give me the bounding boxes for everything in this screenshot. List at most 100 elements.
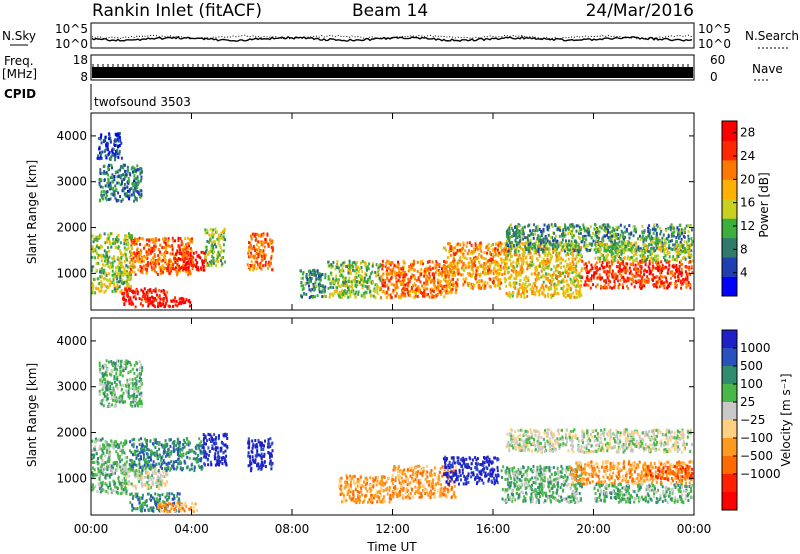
scatter-cell [137, 192, 140, 196]
scatter-cell [394, 294, 397, 298]
scatter-cell [534, 232, 536, 236]
scatter-cell [648, 243, 651, 246]
scatter-cell [541, 242, 544, 246]
scatter-cell [596, 236, 599, 239]
scatter-cell [672, 243, 675, 247]
scatter-cell [558, 251, 561, 255]
scatter-cell [605, 227, 608, 231]
scatter-cell [488, 252, 491, 256]
scatter-cell [258, 253, 261, 257]
scatter-cell [102, 171, 105, 175]
scatter-cell [590, 263, 593, 267]
scatter-cell [619, 256, 622, 260]
scatter-cell [529, 256, 532, 260]
scatter-cell [628, 244, 631, 248]
scatter-cell [450, 288, 453, 292]
scatter-cell [215, 230, 218, 234]
scatter-cell [352, 289, 355, 293]
scatter-cell [680, 259, 683, 263]
scatter-cell [412, 284, 415, 288]
scatter-cell [588, 242, 591, 246]
scatter-cell [354, 284, 357, 288]
scatter-cell [128, 189, 131, 193]
scatter-cell [343, 294, 346, 297]
scatter-cell [467, 265, 470, 269]
scatter-cell [516, 292, 519, 296]
scatter-cell [410, 287, 413, 291]
scatter-cell [213, 243, 216, 246]
scatter-cell [541, 275, 544, 279]
scatter-cell [165, 262, 168, 266]
scatter-cell [250, 247, 253, 251]
scatter-cell [488, 265, 491, 269]
scatter-cell [118, 261, 121, 265]
scatter-cell [605, 272, 608, 276]
scatter-cell [340, 283, 343, 287]
freq-tick-bottom: 8 [80, 70, 88, 84]
scatter-cell [100, 141, 103, 145]
scatter-cell [517, 257, 520, 261]
scatter-cell [182, 297, 185, 301]
scatter-cell [509, 241, 512, 245]
scatter-cell [614, 241, 617, 245]
scatter-cell [661, 263, 664, 267]
scatter-cell [216, 257, 219, 261]
scatter-cell [660, 249, 663, 253]
scatter-cell [492, 255, 495, 258]
scatter-cell [538, 253, 541, 256]
scatter-cell [174, 260, 177, 264]
station-title: Rankin Inlet (fitACF) [92, 1, 262, 21]
scatter-cell [611, 257, 614, 261]
scatter-cell [140, 266, 143, 270]
scatter-cell [197, 266, 200, 270]
scatter-cell [669, 271, 672, 275]
scatter-cell [329, 271, 332, 275]
scatter-cell [616, 265, 619, 269]
scatter-cell [99, 172, 102, 175]
scatter-cell [677, 231, 680, 234]
scatter-cell [663, 284, 666, 288]
scatter-cell [302, 284, 304, 288]
scatter-cell [476, 247, 479, 251]
scatter-cell [363, 295, 366, 299]
scatter-cell [602, 286, 605, 290]
scatter-cell [569, 262, 572, 266]
scatter-cell [567, 293, 570, 297]
scatter-cell [323, 287, 326, 291]
scatter-cell [653, 276, 656, 280]
scatter-cell [472, 259, 475, 263]
scatter-cell [535, 240, 538, 244]
freq-unit: [MHz] [2, 67, 37, 81]
scatter-cell [260, 249, 263, 253]
scatter-cell [120, 452, 123, 456]
scatter-cell [530, 272, 533, 276]
scatter-cell [204, 245, 207, 249]
scatter-cell [453, 264, 456, 268]
scatter-cell [338, 284, 341, 288]
scatter-cell [639, 247, 642, 251]
scatter-cell [572, 234, 575, 238]
scatter-cell [512, 270, 515, 274]
scatter-cell [546, 277, 549, 281]
scatter-cell [338, 294, 341, 298]
scatter-cell [571, 223, 574, 227]
scatter-cell [680, 274, 683, 278]
scatter-cell [630, 231, 633, 235]
scatter-cell [597, 240, 599, 243]
scatter-cell [509, 284, 512, 288]
scatter-cell [613, 283, 616, 287]
scatter-cell [149, 250, 152, 254]
scatter-cell [671, 258, 674, 261]
scatter-cell [364, 284, 367, 288]
scatter-cell [613, 280, 616, 284]
scatter-cell [153, 299, 155, 303]
scatter-cell [585, 238, 587, 242]
scatter-cell [216, 253, 219, 257]
scatter-cell [264, 263, 267, 267]
scatter-cell [160, 302, 163, 306]
scatter-cell [174, 239, 177, 243]
scatter-cell [665, 241, 668, 245]
scatter-cell [472, 284, 475, 288]
scatter-cell [499, 241, 502, 245]
scatter-cell [570, 265, 573, 269]
